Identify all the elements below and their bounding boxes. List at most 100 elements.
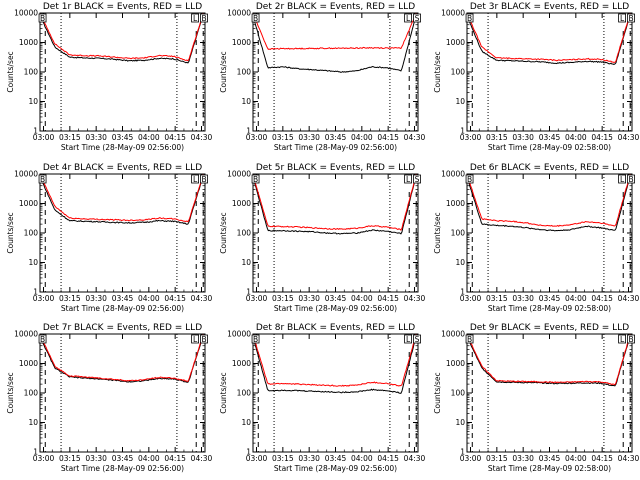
x-tick-label: 03:15 bbox=[272, 294, 294, 303]
x-tick-label: 03:15 bbox=[272, 454, 294, 463]
x-tick-label: 04:00 bbox=[138, 454, 160, 463]
x-tick-label: 03:00 bbox=[246, 454, 268, 463]
x-tick-label: 03:00 bbox=[460, 454, 482, 463]
y-axis-label: Counts/sec bbox=[433, 212, 442, 253]
marker-label: L bbox=[620, 335, 625, 344]
plot-frame bbox=[252, 333, 419, 453]
y-tick-label: 1000 bbox=[232, 38, 251, 47]
panel-2: Det 2r BLACK = Events, RED = LLD 1 10 100 10… bbox=[219, 2, 426, 152]
events-series-line bbox=[39, 335, 204, 383]
marker-label: B bbox=[40, 175, 45, 184]
marker-box bbox=[627, 13, 635, 23]
events-series-line bbox=[39, 14, 204, 64]
x-tick-label: 04:15 bbox=[164, 454, 186, 463]
x-tick-label: 03:00 bbox=[246, 294, 268, 303]
x-tick-label: 03:30 bbox=[512, 133, 534, 142]
x-tick-label: 03:15 bbox=[272, 133, 294, 142]
x-tick-label: 03:00 bbox=[33, 133, 55, 142]
marker-box bbox=[627, 334, 635, 344]
events-series-line bbox=[252, 175, 417, 235]
x-tick-label: 03:30 bbox=[298, 294, 320, 303]
y-tick-label: 1 bbox=[460, 288, 465, 297]
x-tick-label: 03:30 bbox=[298, 454, 320, 463]
y-tick-label: 10000 bbox=[227, 170, 251, 179]
x-tick-label: 04:15 bbox=[377, 133, 399, 142]
y-tick-label: 100 bbox=[237, 389, 252, 398]
marker-label: B bbox=[201, 14, 206, 23]
x-axis-label: Start Time (28-May-09 02:56:00) bbox=[274, 304, 397, 313]
y-axis-label: Counts/sec bbox=[6, 212, 15, 253]
marker-box bbox=[200, 174, 208, 184]
lld-series-line bbox=[39, 174, 204, 223]
plot-frame bbox=[466, 173, 633, 293]
panel-title: Det 8r BLACK = Events, RED = LLD bbox=[256, 323, 415, 333]
marker-box bbox=[413, 334, 421, 344]
marker-box bbox=[251, 174, 260, 184]
x-tick-label: 03:00 bbox=[33, 454, 55, 463]
x-tick-label: 03:45 bbox=[325, 454, 347, 463]
x-tick-label: 04:30 bbox=[404, 454, 426, 463]
marker-label: L bbox=[193, 14, 198, 23]
panel-title: Det 5r BLACK = Events, RED = LLD bbox=[256, 163, 415, 173]
marker-box bbox=[191, 334, 199, 344]
x-tick-label: 04:15 bbox=[377, 294, 399, 303]
marker-box bbox=[404, 334, 412, 344]
y-tick-label: 100 bbox=[451, 229, 466, 238]
panel-1: Det 1r BLACK = Events, RED = LLD 1 10 100 10… bbox=[6, 2, 213, 152]
marker-box bbox=[618, 334, 626, 344]
y-axis-label: Counts/sec bbox=[219, 372, 228, 413]
marker-label: L bbox=[406, 335, 411, 344]
x-tick-label: 03:30 bbox=[85, 454, 107, 463]
y-tick-label: 10 bbox=[455, 258, 465, 267]
y-tick-label: 10 bbox=[28, 97, 38, 106]
y-tick-label: 10000 bbox=[227, 330, 251, 339]
x-axis-label: Start Time (28-May-09 02:56:00) bbox=[274, 143, 397, 152]
y-tick-label: 1000 bbox=[232, 359, 251, 368]
x-tick-label: 03:30 bbox=[85, 133, 107, 142]
plot-frame bbox=[39, 12, 206, 132]
marker-label: S bbox=[415, 14, 420, 23]
x-axis-label: Start Time (28-May-09 02:58:00) bbox=[488, 304, 611, 313]
events-series-line bbox=[466, 14, 631, 65]
x-tick-label: 03:15 bbox=[59, 133, 81, 142]
marker-label: B bbox=[253, 335, 258, 344]
x-tick-label: 04:15 bbox=[591, 454, 613, 463]
marker-box bbox=[413, 174, 421, 184]
marker-label: L bbox=[193, 335, 198, 344]
x-tick-label: 04:30 bbox=[618, 133, 640, 142]
y-tick-label: 1000 bbox=[446, 359, 465, 368]
y-axis-label: Counts/sec bbox=[219, 212, 228, 253]
y-axis-label: Counts/sec bbox=[433, 372, 442, 413]
marker-box bbox=[618, 13, 626, 23]
events-series-line bbox=[39, 175, 204, 225]
panel-title: Det 7r BLACK = Events, RED = LLD bbox=[43, 323, 202, 333]
y-tick-label: 1 bbox=[246, 288, 251, 297]
y-tick-label: 10000 bbox=[227, 9, 251, 18]
lld-series-line bbox=[252, 13, 417, 50]
x-tick-label: 03:00 bbox=[246, 133, 268, 142]
x-tick-label: 03:00 bbox=[460, 294, 482, 303]
marker-box bbox=[251, 13, 260, 23]
x-tick-label: 04:30 bbox=[404, 133, 426, 142]
y-tick-label: 1 bbox=[460, 448, 465, 457]
marker-label: L bbox=[620, 14, 625, 23]
marker-label: B bbox=[628, 14, 633, 23]
y-tick-label: 10000 bbox=[14, 170, 38, 179]
x-tick-label: 04:00 bbox=[138, 133, 160, 142]
x-axis-label: Start Time (28-May-09 02:56:00) bbox=[61, 143, 184, 152]
x-tick-label: 04:30 bbox=[191, 133, 213, 142]
lld-series-line bbox=[39, 334, 204, 382]
x-tick-label: 04:30 bbox=[618, 454, 640, 463]
panel-4: Det 4r BLACK = Events, RED = LLD 1 10 100 10… bbox=[6, 163, 213, 313]
marker-label: B bbox=[253, 175, 258, 184]
marker-label: B bbox=[40, 14, 45, 23]
y-tick-label: 1 bbox=[246, 127, 251, 136]
y-tick-label: 10000 bbox=[441, 9, 465, 18]
x-axis-label: Start Time (28-May-09 02:56:00) bbox=[61, 464, 184, 473]
x-tick-label: 03:30 bbox=[85, 294, 107, 303]
panel-title: Det 2r BLACK = Events, RED = LLD bbox=[256, 2, 415, 12]
x-tick-label: 03:15 bbox=[59, 454, 81, 463]
x-tick-label: 03:30 bbox=[512, 454, 534, 463]
marker-box bbox=[38, 174, 47, 184]
panel-7: Det 7r BLACK = Events, RED = LLD 1 10 100 10… bbox=[6, 323, 213, 473]
